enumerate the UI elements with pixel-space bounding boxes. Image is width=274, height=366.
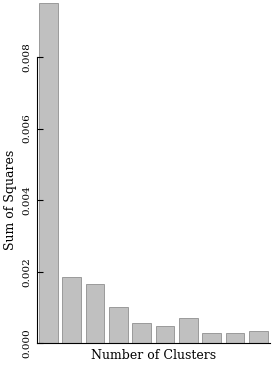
- X-axis label: Number of Clusters: Number of Clusters: [91, 349, 216, 362]
- Bar: [156, 326, 174, 343]
- Y-axis label: Sum of Squares: Sum of Squares: [4, 150, 17, 250]
- Bar: [179, 318, 198, 343]
- Bar: [249, 331, 267, 343]
- Bar: [226, 333, 244, 343]
- Bar: [62, 277, 81, 343]
- Bar: [39, 3, 58, 343]
- Bar: [132, 323, 151, 343]
- Bar: [109, 307, 128, 343]
- Bar: [85, 284, 104, 343]
- Bar: [202, 333, 221, 343]
